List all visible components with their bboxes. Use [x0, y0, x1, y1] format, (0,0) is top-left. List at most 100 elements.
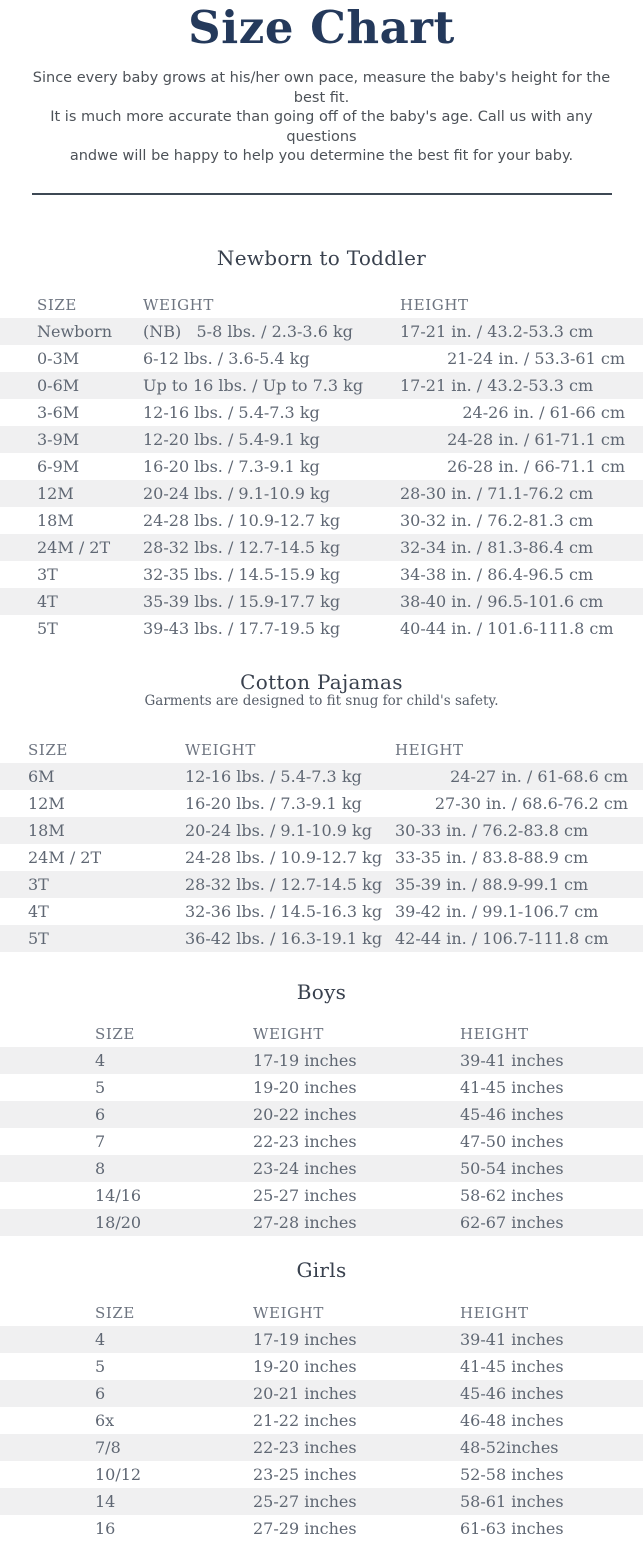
weight-cell: 20-22 inches	[253, 1104, 357, 1124]
table-row: 16 27-29 inches 61-63 inches	[0, 1515, 643, 1542]
size-column-header: SIZE	[95, 1303, 135, 1322]
weight-cell: 17-19 inches	[253, 1329, 357, 1349]
table-row: 18M 20-24 lbs. / 9.1-10.9 kg 30-33 in. / 7…	[0, 816, 643, 844]
intro-line: andwe will be happy to help you determin…	[69, 148, 574, 164]
table-header-row: SIZE WEIGHT HEIGHT	[0, 295, 643, 318]
height-cell: 58-62 inches	[460, 1185, 564, 1205]
size-cell: 5	[95, 1356, 106, 1376]
size-column-header: SIZE	[95, 1024, 135, 1043]
weight-cell: 28-32 lbs. / 12.7-14.5 kg	[185, 874, 383, 894]
height-cell: 27-30 in. / 68.6-76.2 cm	[434, 793, 628, 813]
table-row: 24M / 2T 24-28 lbs. / 10.9-12.7 kg 33-35 i…	[0, 844, 643, 871]
table-section-cotton-pajamas: Cotton Pajamas Garments are designed to …	[0, 671, 643, 952]
height-cell: 45-46 inches	[460, 1104, 564, 1124]
size-cell: 6-9M	[37, 456, 80, 476]
size-cell: 8	[95, 1158, 106, 1178]
height-cell: 48-52inches	[460, 1437, 559, 1457]
size-cell: 4T	[37, 591, 58, 611]
table-row: 3T 32-35 lbs. / 14.5-15.9 kg 34-38 in. / 8…	[0, 561, 643, 588]
size-cell: 4	[95, 1050, 106, 1070]
size-cell: 3T	[37, 564, 58, 584]
table-section-girls: Girls SIZE WEIGHT HEIGHT 4 17-19 inches 39…	[0, 1259, 643, 1542]
size-cell: 6	[95, 1104, 106, 1124]
divider	[31, 192, 612, 195]
table-row: 18/20 27-28 inches 62-67 inches	[0, 1208, 643, 1236]
weight-cell: 16-20 lbs. / 7.3-9.1 kg	[185, 793, 362, 813]
height-cell: 41-45 inches	[460, 1077, 564, 1097]
section-subtitle: Garments are designed to fit snug for ch…	[144, 692, 499, 709]
height-cell: 34-38 in. / 86.4-96.5 cm	[400, 564, 594, 584]
height-column-header: HEIGHT	[460, 1024, 529, 1043]
weight-cell: 35-39 lbs. / 15.9-17.7 kg	[143, 591, 341, 611]
table-row: 3-9M 12-20 lbs. / 5.4-9.1 kg 24-28 in. / 6…	[0, 425, 643, 453]
table-body: 4 17-19 inches 39-41 inches 5 19-20 inches 41…	[0, 1325, 643, 1542]
height-cell: 32-34 in. / 81.3-86.4 cm	[400, 537, 594, 557]
weight-cell: 12-16 lbs. / 5.4-7.3 kg	[185, 766, 362, 786]
height-cell: 45-46 inches	[460, 1383, 564, 1403]
size-cell: 7/8	[95, 1437, 121, 1457]
size-cell: 6x	[95, 1410, 115, 1430]
weight-cell: (NB) 5-8 lbs. / 2.3-3.6 kg	[143, 321, 353, 341]
weight-cell: Up to 16 lbs. / Up to 7.3 kg	[143, 375, 364, 395]
table-row: 0-6M Up to 16 lbs. / Up to 7.3 kg 17-21 in…	[0, 371, 643, 399]
size-cell: 24M / 2T	[37, 537, 111, 557]
table-section-newborn-to-toddler: Newborn to Toddler SIZE WEIGHT HEIGHT Ne…	[0, 247, 643, 642]
weight-cell: 23-25 inches	[253, 1464, 357, 1484]
weight-cell: 39-43 lbs. / 17.7-19.5 kg	[143, 618, 341, 638]
table-row: 24M / 2T 28-32 lbs. / 12.7-14.5 kg 32-34 i…	[0, 533, 643, 561]
table-row: 5T 36-42 lbs. / 16.3-19.1 kg 42-44 in. / 1…	[0, 924, 643, 952]
weight-cell: 25-27 inches	[253, 1491, 357, 1511]
table-row: 12M 20-24 lbs. / 9.1-10.9 kg 28-30 in. / 7…	[0, 479, 643, 507]
size-column-header: SIZE	[37, 295, 77, 314]
height-column-header: HEIGHT	[460, 1303, 529, 1322]
size-cell: 4	[95, 1329, 106, 1349]
size-cell: 18/20	[95, 1212, 142, 1232]
table-section-boys: Boys SIZE WEIGHT HEIGHT 4 17-19 inches 39-…	[0, 981, 643, 1236]
weight-cell: 22-23 inches	[253, 1131, 357, 1151]
intro-paragraph: Since every baby grows at his/her own pa…	[16, 69, 628, 167]
weight-cell: 12-20 lbs. / 5.4-9.1 kg	[143, 429, 320, 449]
weight-cell: 32-36 lbs. / 14.5-16.3 kg	[185, 901, 383, 921]
table-row: 8 23-24 inches 50-54 inches	[0, 1154, 643, 1182]
table-row: 5T 39-43 lbs. / 17.7-19.5 kg 40-44 in. / 1…	[0, 615, 643, 642]
table-row: 5 19-20 inches 41-45 inches	[0, 1353, 643, 1380]
height-cell: 17-21 in. / 43.2-53.3 cm	[400, 375, 594, 395]
height-cell: 30-32 in. / 76.2-81.3 cm	[400, 510, 594, 530]
size-cell: 5T	[37, 618, 58, 638]
weight-cell: 16-20 lbs. / 7.3-9.1 kg	[143, 456, 320, 476]
table-row: 12M 16-20 lbs. / 7.3-9.1 kg 27-30 in. / 68…	[0, 790, 643, 817]
section-title: Girls	[296, 1257, 347, 1282]
height-cell: 38-40 in. / 96.5-101.6 cm	[400, 591, 604, 611]
weight-column-header: WEIGHT	[253, 1303, 324, 1322]
table-row: 5 19-20 inches 41-45 inches	[0, 1074, 643, 1101]
size-cell: 3-9M	[37, 429, 80, 449]
height-cell: 24-27 in. / 61-68.6 cm	[450, 766, 628, 786]
table-row: 6 20-21 inches 45-46 inches	[0, 1379, 643, 1407]
table-row: 14 25-27 inches 58-61 inches	[0, 1487, 643, 1515]
height-cell: 28-30 in. / 71.1-76.2 cm	[400, 483, 594, 503]
height-cell: 50-54 inches	[460, 1158, 564, 1178]
height-cell: 24-26 in. / 61-66 cm	[462, 402, 625, 422]
height-cell: 17-21 in. / 43.2-53.3 cm	[400, 321, 594, 341]
height-cell: 61-63 inches	[460, 1518, 564, 1538]
size-cell: 6M	[28, 766, 55, 786]
table-row: 7/8 22-23 inches 48-52inches	[0, 1433, 643, 1461]
size-cell: 18M	[37, 510, 74, 530]
size-cell: 0-6M	[37, 375, 80, 395]
size-column-header: SIZE	[28, 740, 68, 759]
table-header-row: SIZE WEIGHT HEIGHT	[0, 740, 643, 763]
weight-cell: 36-42 lbs. / 16.3-19.1 kg	[185, 928, 383, 948]
weight-cell: 19-20 inches	[253, 1356, 357, 1376]
weight-cell: 24-28 lbs. / 10.9-12.7 kg	[185, 847, 383, 867]
intro-line: It is much more accurate than going off …	[50, 109, 593, 145]
height-cell: 21-24 in. / 53.3-61 cm	[447, 348, 625, 368]
height-cell: 35-39 in. / 88.9-99.1 cm	[395, 874, 589, 894]
size-cell: 5	[95, 1077, 106, 1097]
weight-cell: 19-20 inches	[253, 1077, 357, 1097]
height-cell: 58-61 inches	[460, 1491, 564, 1511]
weight-column-header: WEIGHT	[253, 1024, 324, 1043]
size-cell: 10/12	[95, 1464, 142, 1484]
height-cell: 30-33 in. / 76.2-83.8 cm	[395, 820, 589, 840]
height-cell: 39-41 inches	[460, 1050, 564, 1070]
